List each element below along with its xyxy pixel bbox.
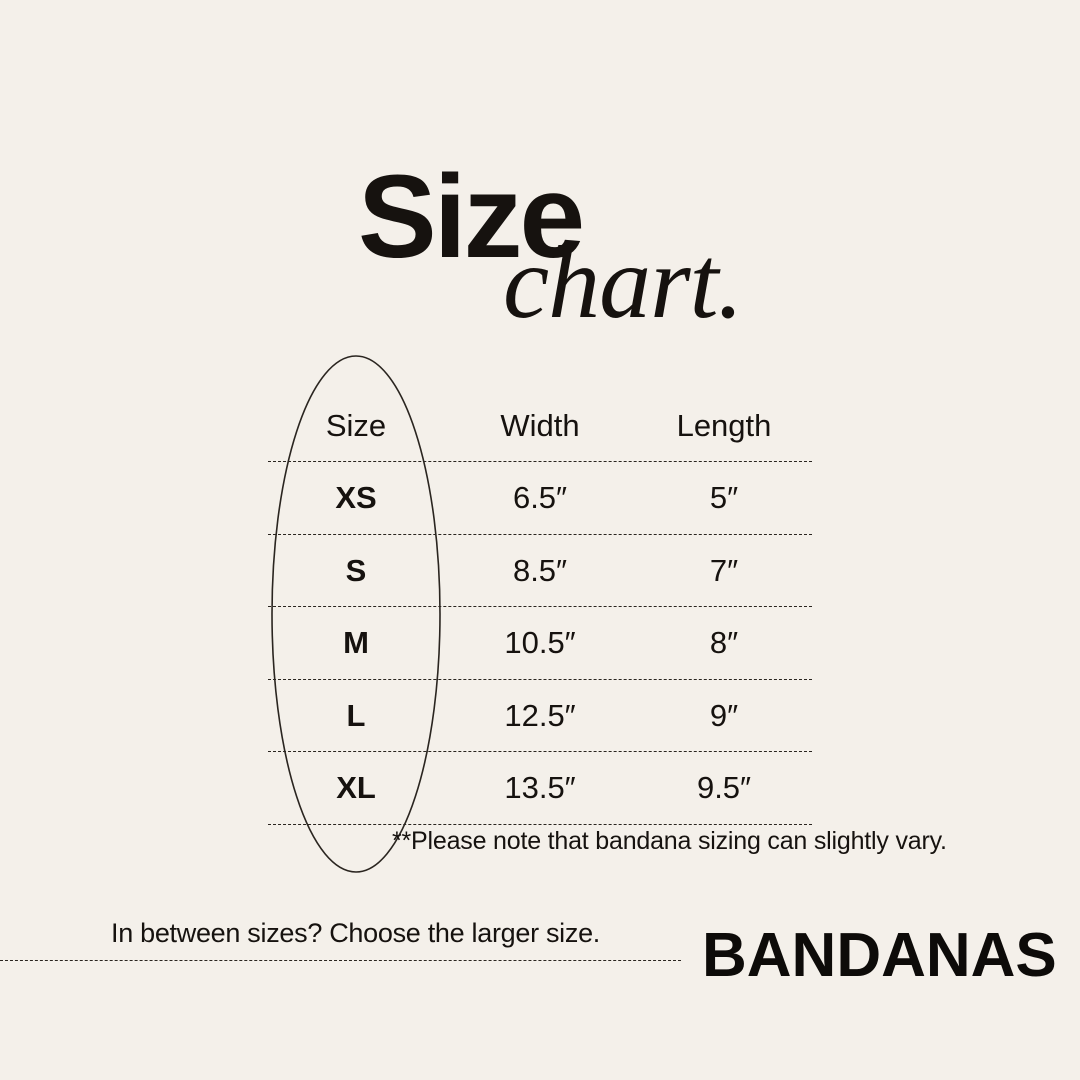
cell-width: 13.5″ xyxy=(504,770,576,806)
row-divider xyxy=(268,678,812,680)
table-row: M 10.5″ 8″ xyxy=(268,607,812,680)
size-table: Size Width Length XS 6.5″ 5″ S 8.5″ 7″ M… xyxy=(268,390,812,825)
row-divider xyxy=(268,461,812,462)
cell-width: 10.5″ xyxy=(504,625,576,661)
brand-label: BANDANAS xyxy=(702,921,1057,990)
column-header-width: Width xyxy=(500,408,580,443)
table-row: XS 6.5″ 5″ xyxy=(268,462,812,535)
cell-length: 5″ xyxy=(709,480,739,516)
cell-width: 6.5″ xyxy=(512,480,568,516)
page-title-primary: Size xyxy=(358,151,585,283)
cell-length: 9.5″ xyxy=(696,770,752,806)
table-header-row: Size Width Length xyxy=(268,390,812,462)
cell-size: M xyxy=(343,625,369,661)
size-column-ellipse-icon xyxy=(268,352,444,876)
row-divider xyxy=(268,751,812,752)
cell-size: L xyxy=(346,697,366,733)
table-row: S 8.5″ 7″ xyxy=(268,535,812,607)
cell-width: 8.5″ xyxy=(512,552,568,588)
cell-length: 8″ xyxy=(709,625,739,661)
footer-tagline: In between sizes? Choose the larger size… xyxy=(111,918,600,948)
row-divider xyxy=(268,533,812,535)
cell-size: S xyxy=(345,552,367,588)
sizing-disclaimer-note: **Please note that bandana sizing can sl… xyxy=(392,827,947,855)
row-divider xyxy=(268,823,812,825)
cell-width: 12.5″ xyxy=(504,697,576,733)
page-title-script: chart. xyxy=(503,225,744,340)
table-row: L 12.5″ 9″ xyxy=(268,680,812,752)
table-row: XL 13.5″ 9.5″ xyxy=(268,752,812,825)
cell-size: XL xyxy=(336,770,376,806)
cell-length: 7″ xyxy=(709,552,739,588)
column-header-size: Size xyxy=(325,408,387,443)
cell-size: XS xyxy=(335,480,377,516)
cell-length: 9″ xyxy=(709,697,739,733)
title-block: Size chart. xyxy=(0,0,1080,360)
column-header-length: Length xyxy=(676,408,772,443)
row-divider xyxy=(268,606,812,607)
footer-divider xyxy=(0,960,681,961)
